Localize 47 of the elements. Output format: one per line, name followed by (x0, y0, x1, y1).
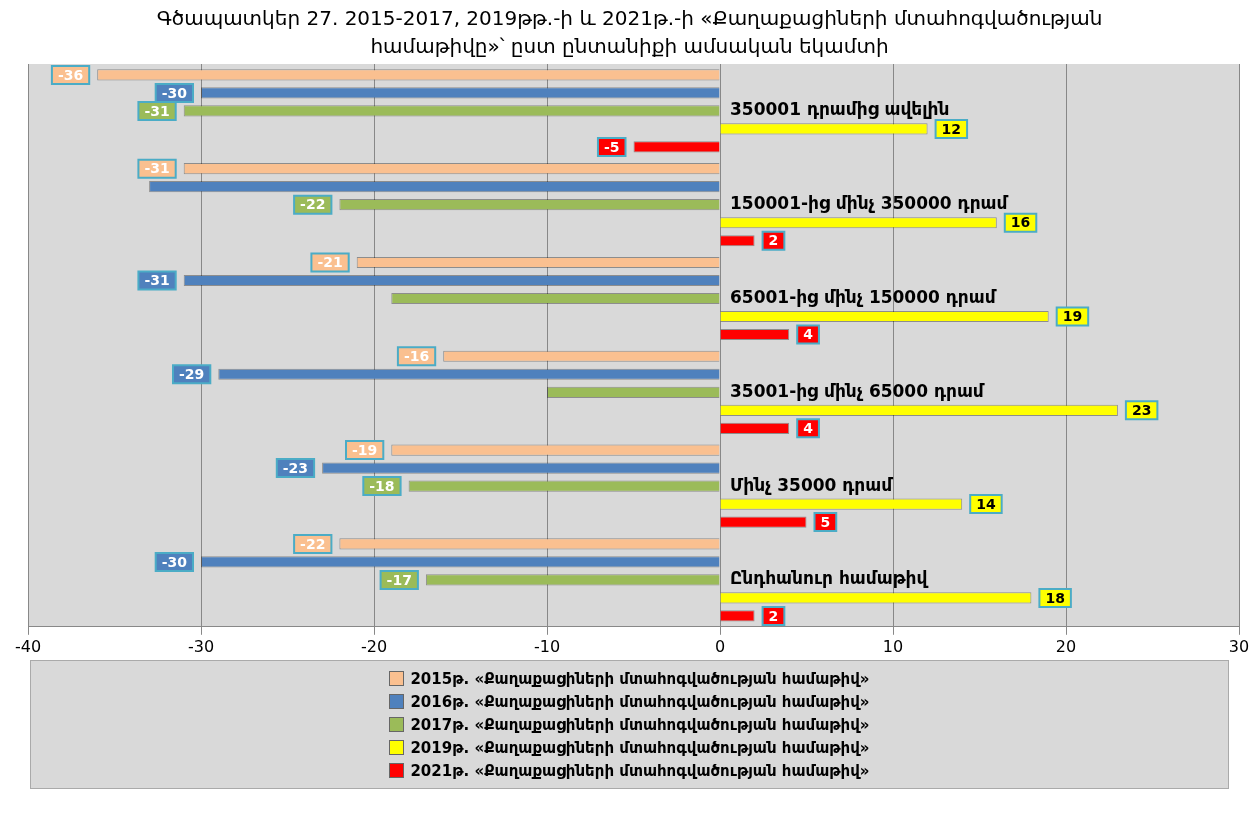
data-label: -31 (144, 102, 170, 119)
y-tick-label: 65001-ից մինչ 150000 դրամ (730, 286, 997, 307)
legend-label: 2017թ. «Քաղաքացիների մտահոգվածության համաթիվ» (410, 715, 870, 734)
data-label: -17 (386, 571, 412, 588)
legend-label: 2015թ. «Քաղաքացիների մտահոգվածության համաթիվ» (410, 669, 870, 688)
data-label: -36 (57, 66, 84, 83)
data-label: 18 (1045, 589, 1065, 606)
legend-label: 2016թ. «Քաղաքացիների մտահոգվածության համաթիվ» (410, 692, 870, 711)
data-label: 5 (820, 513, 831, 530)
data-label: -16 (403, 347, 430, 364)
data-label: -22 (300, 535, 326, 552)
data-label: -19 (352, 441, 378, 458)
x-tick-label: -20 (360, 636, 388, 656)
data-label: 14 (976, 495, 996, 512)
data-label: 2 (768, 607, 779, 624)
data-label: 19 (1062, 308, 1083, 325)
x-tick-label: 30 (1228, 636, 1250, 656)
data-label: -30 (161, 84, 188, 101)
y-tick-label: 35001-ից մինչ 65000 դրամ (730, 380, 985, 401)
x-tick-label: 10 (882, 636, 904, 656)
data-label: 2 (768, 232, 779, 249)
data-label: 4 (803, 326, 814, 343)
data-label: -31 (144, 160, 170, 177)
data-label: -23 (282, 459, 309, 476)
data-label: 16 (1010, 214, 1031, 231)
data-label: -22 (300, 196, 326, 213)
x-tick-label: -10 (533, 636, 561, 656)
legend-label: 2021թ. «Քաղաքացիների մտահոգվածության համաթիվ» (410, 761, 870, 780)
data-label: -5 (603, 138, 620, 155)
data-label: 23 (1131, 401, 1152, 418)
data-label: -30 (161, 553, 188, 570)
y-tick-label: Ընդհանուր համաթիվ (730, 568, 929, 589)
x-tick-label: -40 (14, 636, 42, 656)
data-label: 12 (941, 120, 962, 137)
x-tick-label: -30 (187, 636, 215, 656)
x-tick-label: 20 (1055, 636, 1077, 656)
chart-title: Գծապատկեր 27. 2015-2017, 2019թթ.-ի և 2021թ.-ի «Քաղաքացիների մտահոգվածության համաթիվը»՝ ըստ ընտանիքի ամսական եկամտի (155, 5, 1104, 60)
data-label: 4 (803, 419, 814, 436)
y-tick-label: 150001-ից մինչ 350000 դրամ (730, 193, 1009, 214)
data-label: -29 (179, 365, 205, 382)
y-tick-label: 350001 դրամից ավելին (730, 99, 950, 120)
legend-label: 2019թ. «Քաղաքացիների մտահոգվածության համաթիվ» (410, 738, 870, 757)
x-tick-label: 0 (714, 636, 726, 656)
y-tick-label: Մինչ 35000 դրամ (730, 474, 894, 495)
data-label: -18 (369, 477, 395, 494)
data-label: -21 (317, 254, 343, 271)
data-label: -31 (144, 272, 170, 289)
